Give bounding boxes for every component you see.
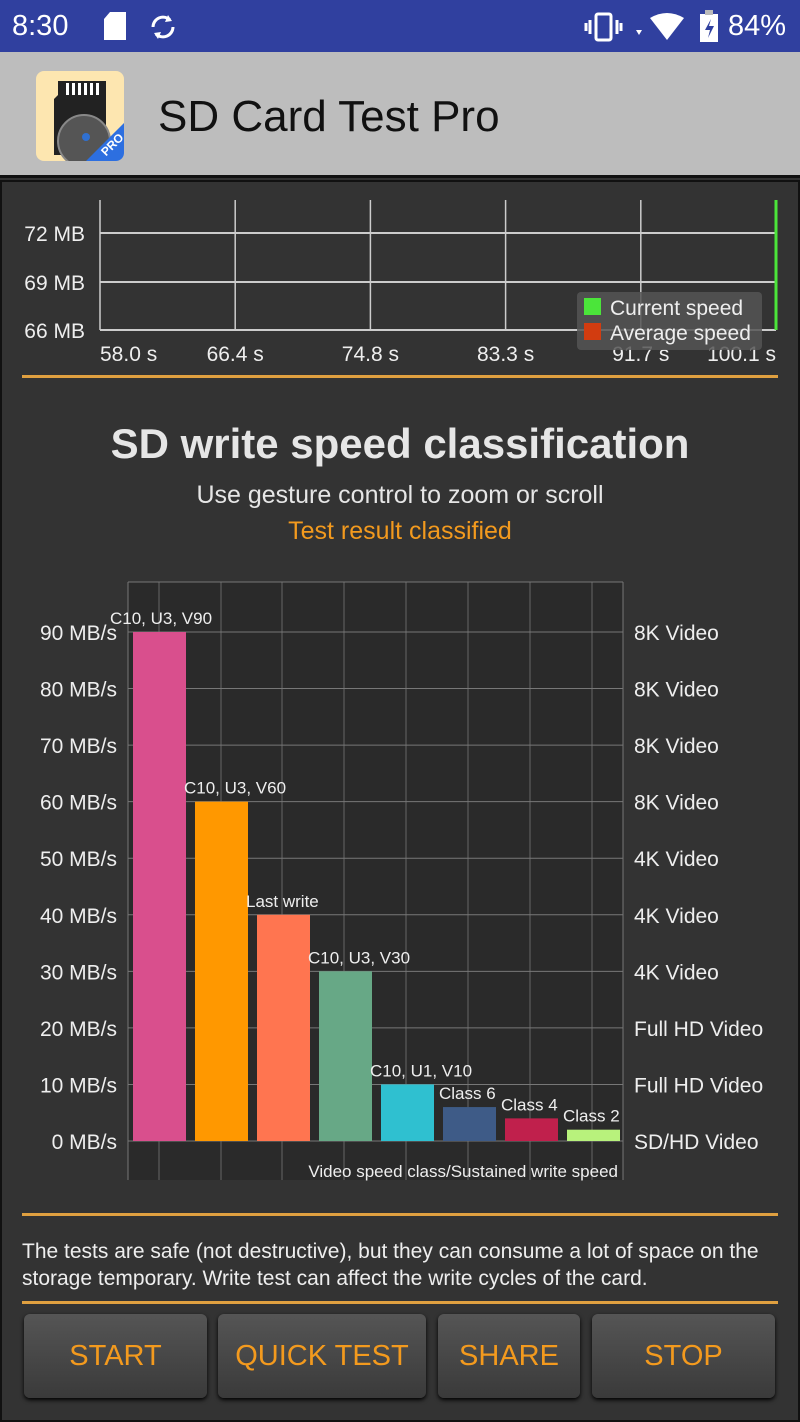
bar [505,1118,558,1141]
battery-charging-icon [700,10,718,42]
app-logo: PRO [36,71,124,161]
safety-notice: The tests are safe (not destructive), bu… [22,1240,759,1290]
bar [133,632,186,1141]
bar [319,971,372,1141]
y-tick-label: 20 MB/s [40,1018,117,1041]
y-tick-label: 72 MB [24,223,85,246]
y-tick-label: 66 MB [24,320,85,343]
sd-card-icon [104,12,126,40]
start-button[interactable]: START [24,1314,207,1398]
x-tick-label: 83.3 s [477,343,534,366]
bar-label: Class 6 [439,1084,496,1103]
y-right-label: Full HD Video [634,1018,763,1041]
bar-label: Class 2 [563,1107,620,1126]
bar-label: Last write [246,892,319,911]
y-right-label: SD/HD Video [634,1131,759,1154]
y-right-label: 8K Video [634,622,719,645]
wifi-icon [636,13,684,40]
status-bar: 8:30 84% [0,0,800,52]
y-tick-label: 50 MB/s [40,848,117,871]
bar-label: Class 4 [501,1095,558,1114]
y-tick-label: 60 MB/s [40,792,117,815]
y-right-label: 8K Video [634,792,719,815]
battery-level: 84% [728,10,787,42]
y-right-label: 8K Video [634,735,719,758]
x-tick-label: 58.0 s [100,343,157,366]
x-tick-label: 66.4 s [207,343,264,366]
bar [257,914,310,1141]
clock: 8:30 [12,10,69,42]
y-tick-label: 80 MB/s [40,679,117,702]
y-tick-label: 0 MB/s [52,1131,117,1154]
legend-swatch [584,298,601,315]
bar [381,1084,434,1141]
y-right-label: 8K Video [634,679,719,702]
legend-box [577,292,762,350]
divider [22,1301,778,1304]
classification-bar-chart[interactable]: 0 MB/s SD/HD Video 10 MB/s Full HD Video 20 … [0,570,800,1190]
bar-label: C10, U1, V10 [370,1061,472,1080]
x-tick-label: 74.8 s [342,343,399,366]
legend-swatch [584,323,601,340]
divider [22,1213,778,1216]
gesture-hint: Use gesture control to zoom or scroll [196,481,604,509]
y-tick-label: 70 MB/s [40,735,117,758]
vibrate-icon [584,12,623,42]
divider [22,375,778,378]
y-right-label: 4K Video [634,961,719,984]
quick-test-button[interactable]: QUICK TEST [218,1314,426,1398]
y-tick-label: 90 MB/s [40,622,117,645]
bar-label: C10, U3, V30 [308,948,410,967]
result-status: Test result classified [288,517,512,545]
app-title: SD Card Test Pro [158,92,500,141]
share-button[interactable]: SHARE [438,1314,580,1398]
y-right-label: 4K Video [634,905,719,928]
bar [443,1107,496,1141]
legend-label: Average speed [610,322,751,345]
bar-label: C10, U3, V60 [184,779,286,798]
sync-icon [151,15,175,39]
x-axis-label: Video speed class/Sustained write speed [308,1162,618,1181]
y-tick-label: 30 MB/s [40,961,117,984]
bar [195,801,248,1141]
classification-title: SD write speed classification [110,420,690,467]
stop-button[interactable]: STOP [592,1314,775,1398]
app-bar: PRO SD Card Test Pro [0,52,800,178]
y-tick-label: 69 MB [24,272,85,295]
legend-label: Current speed [610,297,743,320]
y-right-label: 4K Video [634,848,719,871]
bar [567,1129,620,1141]
y-tick-label: 10 MB/s [40,1074,117,1097]
bar-label: C10, U3, V90 [110,609,212,628]
y-tick-label: 40 MB/s [40,905,117,928]
y-right-label: Full HD Video [634,1074,763,1097]
